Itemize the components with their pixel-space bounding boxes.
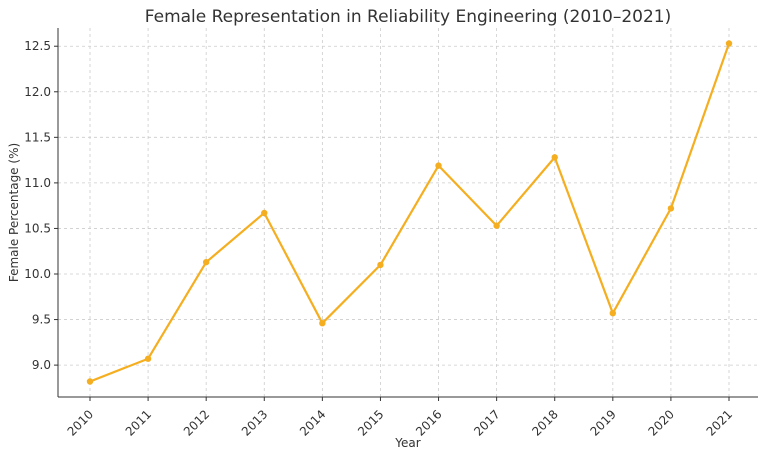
x-tick-label: 2013 (239, 407, 270, 438)
data-point (725, 40, 733, 47)
y-tick-label: 10.5 (24, 221, 51, 235)
x-tick-label: 2011 (123, 407, 154, 438)
data-point (667, 205, 675, 212)
y-tick-label: 9.5 (32, 313, 51, 327)
y-axis-label: Female Percentage (%) (7, 143, 21, 282)
data-point (261, 209, 268, 217)
x-tick-label: 2021 (704, 407, 735, 438)
tick-labels: 9.0 9.5 10.0 10.5 11.0 11.5 12.0 12.5 2010 2011 20… (24, 39, 735, 438)
data-point (551, 154, 558, 161)
series-line (89, 43, 731, 383)
data-point (435, 162, 442, 169)
data-point (319, 320, 326, 327)
data-point (86, 378, 94, 385)
axes (57, 28, 758, 398)
x-tick-label: 2012 (181, 407, 212, 438)
y-tick-label: 12.5 (24, 39, 51, 53)
y-tick-label: 11.5 (24, 130, 51, 144)
data-point (202, 258, 210, 266)
x-axis-label: Year (394, 436, 420, 450)
x-tick-label: 2014 (297, 407, 328, 438)
y-tick-label: 11.0 (24, 176, 51, 190)
x-tick-label: 2017 (471, 407, 502, 438)
x-tick-label: 2020 (646, 407, 677, 438)
data-point (609, 309, 617, 317)
y-tick-label: 10.0 (24, 267, 51, 281)
data-point (144, 355, 152, 362)
y-tick-label: 12.0 (24, 85, 51, 99)
x-tick-label: 2019 (587, 407, 618, 438)
x-tick-label: 2016 (413, 407, 444, 438)
x-tick-label: 2015 (355, 407, 386, 438)
grid (58, 28, 758, 397)
chart-title: Female Representation in Reliability Eng… (145, 7, 671, 27)
data-point (377, 261, 384, 269)
x-tick-label: 2010 (65, 407, 96, 438)
data-point (493, 222, 500, 229)
series (86, 40, 733, 385)
x-tick-label: 2018 (529, 407, 560, 438)
y-tick-label: 9.0 (32, 358, 51, 372)
